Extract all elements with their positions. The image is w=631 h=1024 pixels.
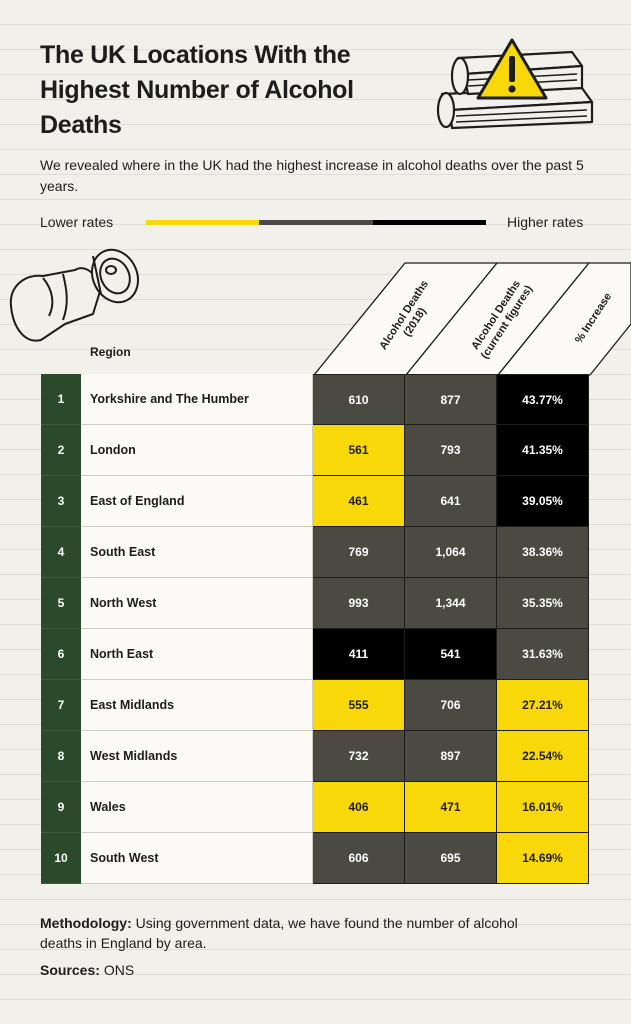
deaths-current-cell: 706 bbox=[405, 680, 497, 731]
subtitle: We revealed where in the UK had the high… bbox=[40, 157, 584, 194]
increase-cell: 31.63% bbox=[497, 629, 589, 680]
table-row: 8 West Midlands 732 897 22.54% bbox=[41, 731, 593, 782]
table-row: 4 South East 769 1,064 38.36% bbox=[41, 527, 593, 578]
increase-cell: 39.05% bbox=[497, 476, 589, 527]
legend-swatch-mid bbox=[259, 220, 373, 225]
table-row: 5 North West 993 1,344 35.35% bbox=[41, 578, 593, 629]
region-cell: North East bbox=[81, 629, 313, 680]
deaths-current-cell: 641 bbox=[405, 476, 497, 527]
rank-cell: 1 bbox=[41, 374, 81, 425]
deaths-2018-cell: 769 bbox=[313, 527, 405, 578]
increase-cell: 41.35% bbox=[497, 425, 589, 476]
methodology-note: Methodology: Using government data, we h… bbox=[40, 913, 560, 953]
deaths-current-cell: 1,344 bbox=[405, 578, 497, 629]
region-cell: South East bbox=[81, 527, 313, 578]
deaths-2018-cell: 411 bbox=[313, 629, 405, 680]
deaths-2018-cell: 606 bbox=[313, 833, 405, 884]
legend-color-scale bbox=[146, 220, 486, 225]
deaths-2018-cell: 461 bbox=[313, 476, 405, 527]
deaths-2018-cell: 555 bbox=[313, 680, 405, 731]
sources-text: ONS bbox=[103, 962, 135, 978]
table-row: 1 Yorkshire and The Humber 610 877 43.77… bbox=[41, 374, 593, 425]
deaths-current-cell: 793 bbox=[405, 425, 497, 476]
table-row: 10 South West 606 695 14.69% bbox=[41, 833, 593, 884]
sources-note: Sources: ONS bbox=[40, 962, 134, 978]
table-row: 6 North East 411 541 31.63% bbox=[41, 629, 593, 680]
methodology-text: Using government data, we have found the… bbox=[40, 915, 518, 951]
region-cell: South West bbox=[81, 833, 313, 884]
table-header-frame bbox=[312, 262, 631, 376]
deaths-current-cell: 877 bbox=[405, 374, 497, 425]
rank-cell: 3 bbox=[41, 476, 81, 527]
region-cell: North West bbox=[81, 578, 313, 629]
legend-low-label: Lower rates bbox=[40, 214, 114, 230]
rank-cell: 4 bbox=[41, 527, 81, 578]
sources-label: Sources: bbox=[40, 962, 100, 978]
rank-cell: 7 bbox=[41, 680, 81, 731]
page-title: The UK Locations With the Highest Number… bbox=[40, 41, 354, 139]
table-row: 2 London 561 793 41.35% bbox=[41, 425, 593, 476]
deaths-current-cell: 471 bbox=[405, 782, 497, 833]
deaths-current-cell: 541 bbox=[405, 629, 497, 680]
region-cell: East of England bbox=[81, 476, 313, 527]
rank-cell: 6 bbox=[41, 629, 81, 680]
region-cell: East Midlands bbox=[81, 680, 313, 731]
increase-cell: 16.01% bbox=[497, 782, 589, 833]
region-cell: Wales bbox=[81, 782, 313, 833]
increase-cell: 43.77% bbox=[497, 374, 589, 425]
data-table: 1 Yorkshire and The Humber 610 877 43.77… bbox=[41, 374, 593, 884]
increase-cell: 22.54% bbox=[497, 731, 589, 782]
books-warning-icon bbox=[436, 38, 594, 130]
increase-cell: 27.21% bbox=[497, 680, 589, 731]
rank-cell: 8 bbox=[41, 731, 81, 782]
table-row: 9 Wales 406 471 16.01% bbox=[41, 782, 593, 833]
deaths-2018-cell: 610 bbox=[313, 374, 405, 425]
methodology-label: Methodology: bbox=[40, 915, 132, 931]
increase-cell: 14.69% bbox=[497, 833, 589, 884]
deaths-current-cell: 1,064 bbox=[405, 527, 497, 578]
deaths-2018-cell: 406 bbox=[313, 782, 405, 833]
deaths-2018-cell: 561 bbox=[313, 425, 405, 476]
deaths-current-cell: 695 bbox=[405, 833, 497, 884]
table-row: 7 East Midlands 555 706 27.21% bbox=[41, 680, 593, 731]
crushed-can-icon bbox=[9, 248, 139, 342]
deaths-2018-cell: 993 bbox=[313, 578, 405, 629]
rank-cell: 9 bbox=[41, 782, 81, 833]
rank-cell: 2 bbox=[41, 425, 81, 476]
region-cell: Yorkshire and The Humber bbox=[81, 374, 313, 425]
region-cell: West Midlands bbox=[81, 731, 313, 782]
increase-cell: 35.35% bbox=[497, 578, 589, 629]
region-cell: London bbox=[81, 425, 313, 476]
deaths-2018-cell: 732 bbox=[313, 731, 405, 782]
deaths-current-cell: 897 bbox=[405, 731, 497, 782]
column-header-region: Region bbox=[90, 345, 131, 359]
legend-swatch-low bbox=[146, 220, 260, 225]
increase-cell: 38.36% bbox=[497, 527, 589, 578]
table-row: 3 East of England 461 641 39.05% bbox=[41, 476, 593, 527]
rank-cell: 10 bbox=[41, 833, 81, 884]
rank-cell: 5 bbox=[41, 578, 81, 629]
legend-high-label: Higher rates bbox=[507, 214, 584, 230]
legend-swatch-high bbox=[372, 220, 486, 225]
